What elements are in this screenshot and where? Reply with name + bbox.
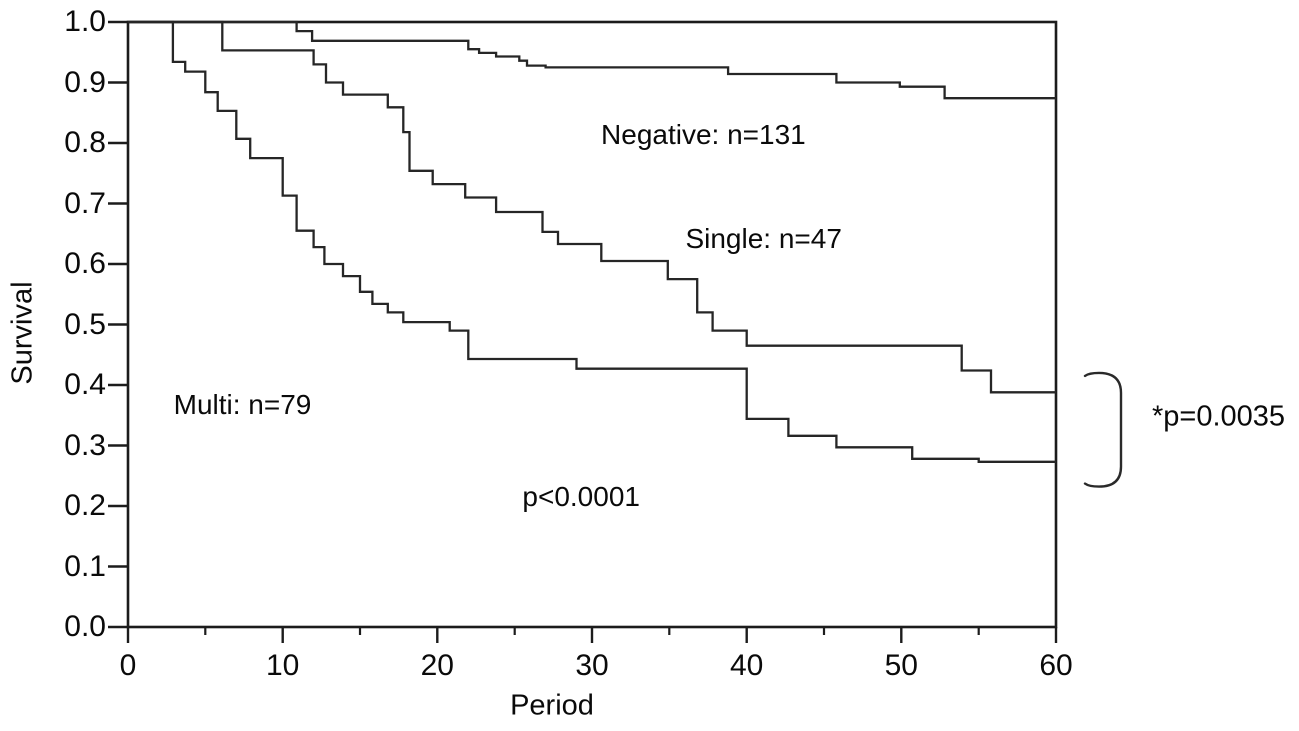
x-tick-label-60: 60 [1039,649,1073,682]
x-tick-label-30: 30 [575,649,609,682]
y-tick-label-1.0: 1.0 [64,5,106,38]
negative-label: Negative: n=131 [601,119,806,151]
overall-p-value: p<0.0001 [522,480,640,512]
survival-curve-single [128,20,1056,394]
y-tick-label-0.3: 0.3 [64,428,106,462]
x-axis-title: Period [510,689,594,722]
multi-label: Multi: n=79 [173,389,312,420]
y-tick-label-0.9: 0.9 [64,65,106,99]
y-tick-label-0.8: 0.8 [64,126,106,159]
y-tick-label-0.7: 0.7 [64,186,106,220]
comparison-bracket [1083,371,1123,488]
survival-curve-negative [128,20,1056,100]
y-tick-label-0.2: 0.2 [64,489,106,522]
y-axis-title: Survival [6,281,39,385]
x-tick-label-10: 10 [266,649,300,682]
y-tick-label-0.6: 0.6 [64,247,106,280]
y-tick-label-0.4: 0.4 [64,368,106,401]
x-tick-label-20: 20 [420,649,454,682]
plot-frame [126,20,1058,629]
y-tick-label-0.5: 0.5 [64,307,106,341]
x-tick-label-0: 0 [119,649,137,682]
x-tick-label-50: 50 [884,649,918,682]
survival-curve-multi [128,20,1056,463]
y-tick-label-0.1: 0.1 [64,549,106,583]
pairwise-p-value-annotation: *p=0.0035 [1152,400,1286,433]
y-tick-label-0.0: 0.0 [64,610,106,643]
x-tick-label-40: 40 [730,649,764,682]
single-label: Single: n=47 [685,223,842,255]
